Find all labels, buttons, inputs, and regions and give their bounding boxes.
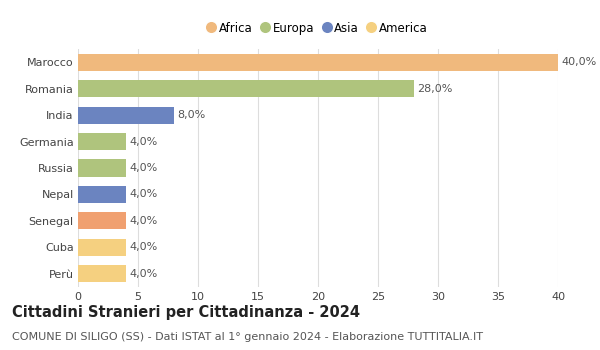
Bar — [78, 80, 414, 97]
Legend: Africa, Europa, Asia, America: Africa, Europa, Asia, America — [203, 17, 433, 39]
Text: Cittadini Stranieri per Cittadinanza - 2024: Cittadini Stranieri per Cittadinanza - 2… — [12, 304, 360, 320]
Bar — [78, 239, 126, 256]
Text: 4,0%: 4,0% — [130, 189, 158, 200]
Text: COMUNE DI SILIGO (SS) - Dati ISTAT al 1° gennaio 2024 - Elaborazione TUTTITALIA.: COMUNE DI SILIGO (SS) - Dati ISTAT al 1°… — [12, 332, 483, 343]
Bar — [78, 212, 126, 230]
Bar — [78, 106, 174, 124]
Text: 4,0%: 4,0% — [130, 136, 158, 147]
Text: 28,0%: 28,0% — [418, 84, 453, 94]
Text: 4,0%: 4,0% — [130, 269, 158, 279]
Text: 8,0%: 8,0% — [178, 110, 206, 120]
Text: 40,0%: 40,0% — [562, 57, 597, 67]
Bar — [78, 159, 126, 177]
Text: 4,0%: 4,0% — [130, 242, 158, 252]
Bar — [78, 133, 126, 150]
Bar — [78, 265, 126, 282]
Text: 4,0%: 4,0% — [130, 216, 158, 226]
Bar — [78, 186, 126, 203]
Bar — [78, 54, 558, 71]
Text: 4,0%: 4,0% — [130, 163, 158, 173]
